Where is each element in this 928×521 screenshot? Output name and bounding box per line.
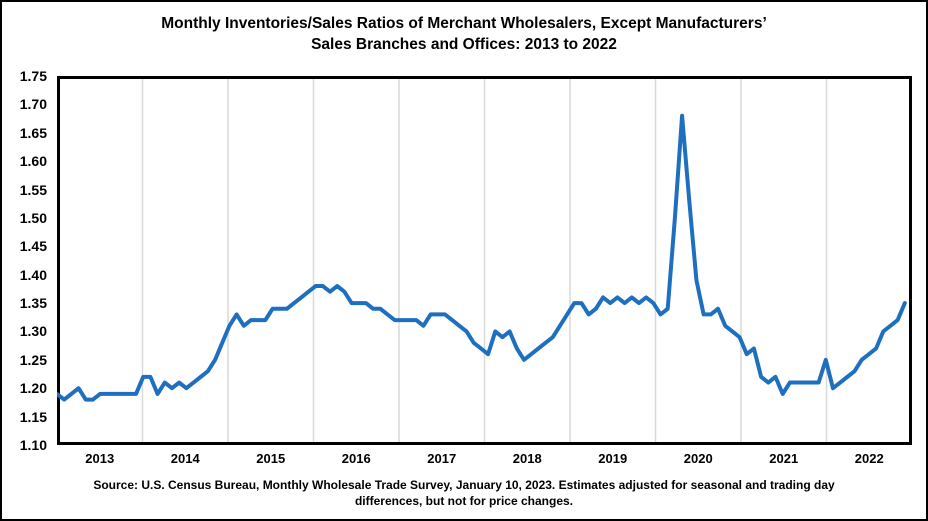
x-tick-label: 2015: [256, 451, 286, 466]
y-tick-label: 1.15: [19, 408, 47, 425]
x-tick-label: 2018: [512, 451, 542, 466]
y-tick-label: 1.25: [19, 351, 47, 368]
y-tick-label: 1.65: [19, 124, 47, 141]
chart-title-line2: Sales Branches and Offices: 2013 to 2022: [311, 36, 617, 53]
x-tick-label: 2019: [598, 451, 628, 466]
x-tick-label: 2021: [769, 451, 799, 466]
y-tick-label: 1.75: [19, 68, 47, 84]
chart-title-line1: Monthly Inventories/Sales Ratios of Merc…: [161, 15, 767, 32]
source-note-line1: Source: U.S. Census Bureau, Monthly Whol…: [93, 478, 835, 492]
y-tick-label: 1.55: [19, 181, 47, 198]
y-tick-label: 1.10: [19, 437, 47, 453]
x-tick-label: 2022: [854, 451, 884, 466]
x-tick-label: 2017: [427, 451, 457, 466]
y-tick-label: 1.40: [19, 266, 47, 283]
chart-title: Monthly Inventories/Sales Ratios of Merc…: [2, 13, 926, 55]
y-tick-label: 1.45: [19, 238, 47, 255]
source-note-line2: differences, but not for price changes.: [354, 494, 574, 508]
x-tick-label: 2013: [85, 451, 115, 466]
plot-area: [55, 76, 912, 445]
y-tick-label: 1.35: [19, 295, 47, 312]
y-tick-label: 1.60: [19, 153, 47, 170]
x-tick-label: 2020: [683, 451, 713, 466]
plot-border: [57, 76, 912, 445]
chart-svg: [55, 76, 912, 445]
x-tick-label: 2014: [170, 451, 200, 466]
y-tick-label: 1.70: [19, 96, 47, 113]
y-tick-label: 1.30: [19, 323, 47, 340]
y-tick-label: 1.20: [19, 380, 47, 397]
inventories-sales-ratio-line: [55, 113, 907, 402]
source-note: Source: U.S. Census Bureau, Monthly Whol…: [2, 477, 926, 509]
y-tick-label: 1.50: [19, 209, 47, 226]
x-tick-label: 2016: [341, 451, 371, 466]
